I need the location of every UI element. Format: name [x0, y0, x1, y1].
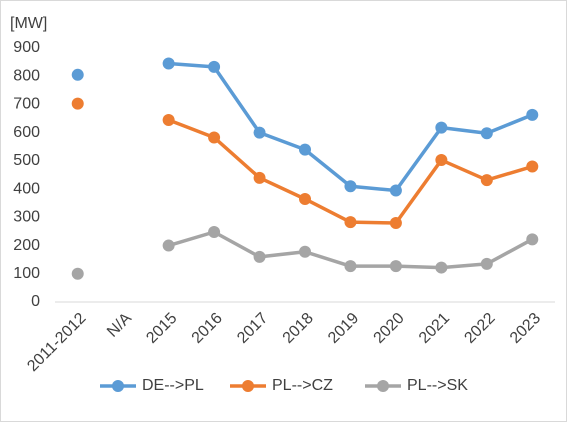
data-point [344, 180, 357, 193]
data-point [344, 260, 357, 273]
data-point [162, 57, 175, 70]
data-point [71, 97, 84, 110]
data-point [526, 233, 539, 246]
y-tick-label: 300 [13, 209, 40, 226]
legend-marker [112, 380, 124, 392]
data-point [389, 260, 402, 273]
y-tick-label: 900 [13, 39, 40, 56]
y-axis-label: [MW] [10, 15, 47, 32]
data-point [253, 250, 266, 263]
y-tick-label: 500 [13, 152, 40, 169]
data-point [253, 126, 266, 139]
data-point [299, 245, 311, 258]
legend-label: PL-->CZ [272, 377, 333, 394]
data-point [162, 113, 175, 126]
data-point [480, 174, 493, 187]
data-point [435, 121, 448, 134]
y-tick-label: 100 [13, 265, 40, 282]
data-point [208, 226, 221, 239]
data-point [344, 216, 357, 229]
y-tick-label: 800 [13, 67, 40, 84]
y-tick-label: 400 [13, 180, 40, 197]
y-tick-label: 200 [13, 237, 40, 254]
y-tick-label: 700 [13, 96, 40, 113]
data-point [480, 127, 493, 140]
data-point [389, 184, 402, 197]
data-point [526, 160, 539, 173]
y-tick-label: 600 [13, 124, 40, 141]
data-point [435, 261, 448, 274]
data-point [526, 108, 539, 121]
legend-label: PL-->SK [407, 377, 468, 394]
data-point [435, 154, 448, 167]
data-point [389, 216, 402, 229]
legend-marker [242, 380, 254, 392]
data-point [71, 267, 84, 280]
data-point [208, 60, 221, 73]
data-point [480, 257, 493, 270]
data-point [253, 171, 266, 184]
data-point [299, 143, 311, 156]
data-point [71, 68, 84, 81]
data-point [299, 192, 311, 205]
y-tick-label: 0 [31, 293, 40, 310]
data-point [162, 239, 175, 252]
legend-label: DE-->PL [142, 377, 204, 394]
data-point [208, 131, 221, 144]
legend-marker [377, 380, 389, 392]
